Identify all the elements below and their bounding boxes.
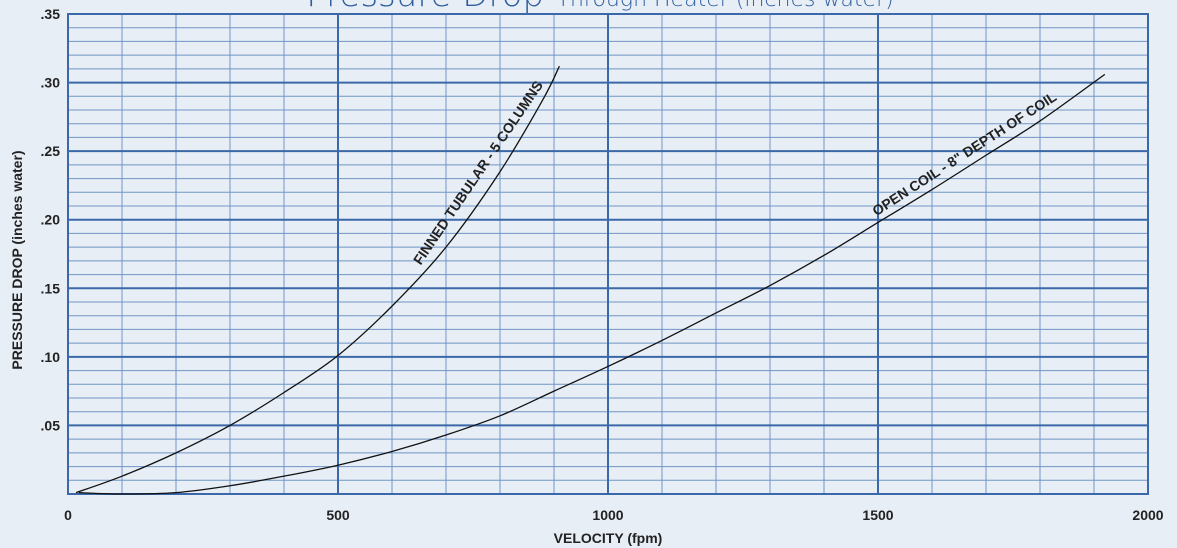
y-tick-label: .05 <box>41 417 61 433</box>
y-tick-label: .10 <box>41 349 61 365</box>
x-axis-label: VELOCITY (fpm) <box>554 530 663 546</box>
y-tick-label: .35 <box>41 6 61 22</box>
y-axis-label: PRESSURE DROP (inches water) <box>9 150 25 369</box>
y-ticks: .05 .10 .15 .20 .25 .30 .35 <box>41 6 61 433</box>
x-tick-label: 1500 <box>862 507 893 523</box>
x-tick-label: 500 <box>326 507 350 523</box>
chart-title: Pressure Drop Through Heater (inches wat… <box>306 0 893 15</box>
series-line <box>75 65 560 494</box>
series-line <box>78 73 1106 495</box>
y-tick-label: .25 <box>41 143 61 159</box>
x-tick-label: 2000 <box>1132 507 1163 523</box>
plot-frame <box>67 13 1149 495</box>
x-ticks: 0 500 1000 1500 2000 <box>64 507 1164 523</box>
major-grid <box>67 13 1149 495</box>
x-tick-label: 0 <box>64 507 72 523</box>
y-tick-label: .30 <box>41 75 61 91</box>
curves <box>75 65 1106 495</box>
y-tick-label: .15 <box>41 280 61 296</box>
y-tick-label: .20 <box>41 212 61 228</box>
chart-subtitle: Through Heater (inches water) <box>557 0 894 12</box>
x-tick-label: 1000 <box>592 507 623 523</box>
chart-title-main: Pressure Drop <box>306 0 544 15</box>
